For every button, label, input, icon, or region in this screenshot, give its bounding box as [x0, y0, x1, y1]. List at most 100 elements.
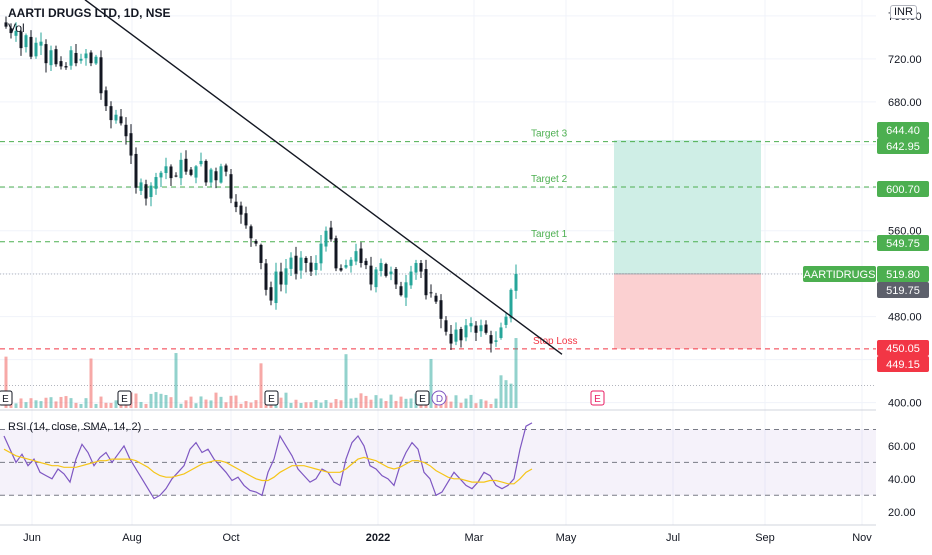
candle-body [384, 264, 388, 276]
stop-loss-label: Stop Loss [533, 336, 577, 347]
candle-body [419, 263, 423, 272]
candle-body [444, 320, 448, 332]
earnings-marker-label: E [594, 394, 601, 405]
axis-badges: 644.40 642.95 600.70 549.75 519.80 AARTIDRUGS… [803, 122, 929, 372]
volume-bar [244, 401, 248, 408]
time-tick-label[interactable]: Jun [23, 532, 41, 544]
time-tick-label[interactable]: Mar [465, 532, 484, 544]
candle-body [309, 262, 313, 272]
volume-bar [469, 394, 473, 408]
volume-bar [94, 403, 98, 408]
price-badge-label: 449.15 [886, 359, 920, 371]
candle-body [504, 316, 508, 325]
candle-body [59, 61, 63, 67]
candle-body [344, 265, 348, 268]
time-tick-label[interactable]: Nov [852, 532, 872, 544]
trendline-layer[interactable] [84, 0, 563, 355]
price-badge-label: 644.40 [886, 125, 920, 137]
candle-body [264, 263, 268, 290]
time-tick-label[interactable]: May [556, 532, 577, 544]
symbol-badge-label: AARTIDRUGS [804, 269, 876, 281]
dividend-marker[interactable] [431, 390, 447, 406]
candle-body [164, 166, 168, 174]
volume-bar [494, 398, 498, 408]
time-axis[interactable]: Jun Aug Oct 2022 Mar May Jul Sep Nov [23, 532, 872, 544]
candle-body [224, 165, 228, 172]
candle-body [459, 329, 463, 341]
volume-bar [449, 401, 453, 408]
candle-body [439, 300, 443, 319]
candle-body [79, 58, 83, 61]
candle-body [4, 22, 8, 27]
candle-body [209, 169, 213, 183]
price-badge [877, 266, 929, 282]
candle-body [114, 114, 118, 121]
candle-body [19, 31, 23, 49]
time-tick-label[interactable]: Sep [755, 532, 775, 544]
candle-body [184, 158, 188, 172]
volume-bar [429, 358, 433, 408]
candle-body [284, 268, 288, 285]
candle-body [194, 166, 198, 178]
time-tick-label[interactable]: 2022 [366, 532, 390, 544]
volume-bar [169, 397, 173, 408]
candle-body [159, 172, 163, 178]
candle-body [484, 324, 488, 333]
volume-bar [159, 393, 163, 408]
reward-zone[interactable] [614, 140, 761, 274]
earnings-marker[interactable] [264, 390, 279, 406]
volume-bar [154, 392, 158, 408]
price-badge [877, 356, 929, 372]
volume-bar [299, 403, 303, 408]
volume-bar [134, 393, 138, 408]
candle-body [464, 325, 468, 338]
price-badge [877, 235, 929, 251]
candle-body [449, 333, 453, 344]
risk-zone[interactable] [614, 273, 761, 349]
candle-body [289, 257, 293, 269]
volume-bar [54, 401, 58, 408]
symbol-title[interactable]: AARTI DRUGS LTD, 1D, NSE [8, 6, 171, 20]
volume-bar [284, 392, 288, 408]
candle-body [169, 166, 173, 179]
volume-bar [504, 380, 508, 408]
volume-bar [204, 399, 208, 408]
volume-bar [219, 396, 223, 408]
price-axis[interactable]: 760.00720.00680.00640.00600.00560.00520.… [888, 11, 922, 519]
price-tick-label: 720.00 [888, 54, 922, 66]
earnings-marker[interactable] [0, 390, 13, 406]
candle-body [99, 57, 103, 94]
price-tick-label: 560.00 [888, 226, 922, 238]
long-position-box[interactable] [614, 140, 761, 349]
time-tick-label[interactable]: Oct [222, 532, 239, 544]
candle-body [489, 335, 493, 344]
price-badge-label: 450.05 [886, 343, 920, 355]
volume-bar [64, 396, 68, 408]
time-tick-label[interactable]: Aug [122, 532, 142, 544]
candle-body [394, 268, 398, 285]
rsi-tick-label: 40.00 [888, 474, 916, 486]
volume-label[interactable]: Vol [8, 21, 25, 35]
earnings-marker[interactable] [117, 390, 132, 406]
volume-bar [489, 403, 493, 408]
earnings-marker[interactable] [415, 390, 430, 406]
candle-body [329, 227, 333, 240]
volume-bar [199, 396, 203, 408]
time-tick-label[interactable]: Jul [666, 532, 680, 544]
candle-body [359, 248, 363, 263]
candle-body [189, 169, 193, 175]
candle-body [129, 133, 133, 156]
volume-bar [164, 394, 168, 408]
currency-button[interactable]: INR [890, 5, 917, 19]
candle-body [219, 166, 223, 183]
candle-body [139, 182, 143, 191]
volume-bar [214, 392, 218, 408]
volume-bar [44, 397, 48, 408]
earnings-marker[interactable] [590, 390, 605, 406]
downtrend-line[interactable] [84, 0, 563, 355]
candle-body [304, 257, 308, 263]
volume-bar [289, 402, 293, 408]
